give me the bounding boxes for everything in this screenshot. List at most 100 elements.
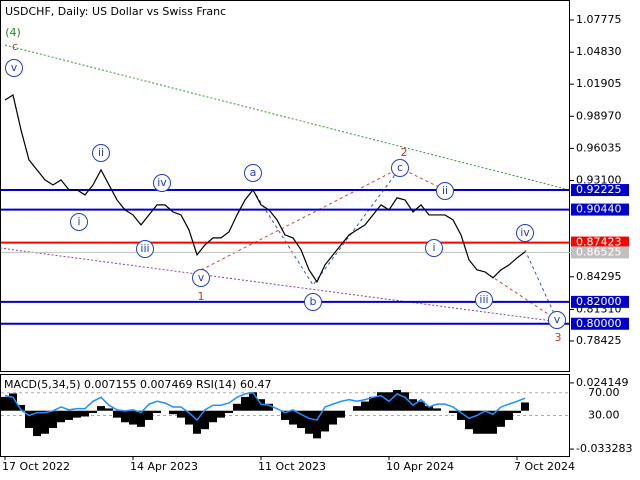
macd-bar (129, 410, 137, 425)
macd-bar (329, 410, 337, 425)
macd-bar (433, 408, 441, 411)
macd-bar (425, 406, 433, 411)
level-label-bg (571, 246, 629, 259)
x-tick-label: 14 Apr 2023 (130, 460, 198, 473)
y-tick-label: 1.07775 (576, 13, 622, 26)
wave-circle (304, 293, 322, 311)
indicator-panel-frame (0, 374, 570, 457)
macd-bar (401, 392, 409, 411)
macd-bar (377, 392, 385, 411)
y-tick-label: 0.024149 (576, 376, 629, 389)
macd-bar (481, 410, 489, 434)
wave-circle (192, 269, 210, 287)
macd-bar (113, 410, 121, 418)
macd-bar (265, 403, 273, 411)
wave-circle (70, 213, 88, 231)
y-tick-label: 0.96035 (576, 141, 622, 154)
macd-bar (153, 410, 161, 414)
macd-bar (281, 410, 289, 420)
trend-line (0, 247, 561, 323)
macd-bar (217, 410, 225, 418)
macd-bar (97, 406, 105, 411)
wave-line (524, 249, 558, 321)
level-label-bg (571, 295, 629, 308)
macd-bar (193, 410, 201, 434)
wave-circle (136, 240, 154, 258)
macd-bar (25, 410, 33, 429)
wave-line (484, 271, 558, 321)
level-label: 0.90440 (576, 203, 622, 216)
wave-label: c (12, 40, 18, 53)
y-tick-label: 0.93100 (576, 173, 622, 186)
macd-bar (497, 410, 505, 427)
macd-bar (505, 410, 513, 420)
level-label-bg (571, 236, 629, 249)
macd-bar (297, 410, 305, 429)
wave-label: 1 (198, 290, 205, 303)
wave-label: i (77, 215, 80, 228)
wave-label: ii (98, 146, 104, 159)
macd-bar (1, 396, 9, 411)
level-label-bg (571, 184, 629, 197)
macd-bar (225, 410, 233, 414)
wave-circle (153, 174, 171, 192)
wave-label: i (432, 241, 435, 254)
wave-label: iii (479, 293, 488, 306)
y-tick-label: -0.033283 (576, 442, 632, 455)
wave-label: v (198, 271, 205, 284)
macd-bar (313, 410, 321, 439)
level-label: 0.80000 (576, 317, 622, 330)
rsi-line (4, 391, 526, 422)
macd-bar (305, 410, 313, 434)
wave-label: ii (442, 184, 448, 197)
macd-bar (417, 401, 425, 411)
wave-circle (244, 164, 262, 182)
macd-bar (393, 389, 401, 411)
wave-label: 3 (555, 331, 562, 344)
macd-bar (249, 392, 257, 411)
price-panel-frame (0, 0, 570, 372)
macd-bar (521, 402, 529, 411)
macd-bar (105, 408, 113, 411)
wave-label: iii (140, 242, 149, 255)
macd-bar (353, 406, 361, 411)
wave-circle (436, 182, 454, 200)
indicator-title: MACD(5,34,5) 0.007155 0.007469 RSI(14) 6… (4, 378, 271, 391)
x-tick-label: 7 Oct 2024 (514, 460, 575, 473)
macd-bar (361, 401, 369, 411)
wave-circle (391, 159, 409, 177)
wave-label: b (310, 295, 317, 308)
wave-circle (475, 291, 493, 309)
macd-bar (65, 410, 73, 420)
wave-label: c (397, 161, 403, 174)
x-tick-label: 11 Oct 2023 (258, 460, 326, 473)
macd-bar (41, 410, 49, 434)
macd-bar (121, 410, 129, 423)
y-tick-label: 0.98970 (576, 109, 622, 122)
wave-circle (5, 59, 23, 77)
macd-bar (49, 410, 57, 429)
macd-bar (473, 410, 481, 434)
level-label: 0.92225 (576, 183, 622, 196)
macd-bar (449, 410, 457, 414)
macd-bar (289, 410, 297, 425)
wave-circle (425, 239, 443, 257)
macd-bar (89, 410, 97, 414)
wave-label: 2 (401, 146, 408, 159)
macd-bar (241, 396, 249, 411)
y-tick-label: 0.84295 (576, 270, 622, 283)
wave-circle (516, 224, 534, 242)
macd-bar (137, 410, 145, 427)
y2-tick-label: 30.00 (588, 409, 620, 422)
level-label: 0.87423 (576, 236, 622, 249)
macd-bar (369, 396, 377, 411)
macd-bar (457, 410, 465, 420)
chart-title: USDCHF, Daily: US Dollar vs Swiss Franc (5, 5, 226, 18)
wave-circle (92, 144, 110, 162)
y-tick-label: 0.78425 (576, 334, 622, 347)
macd-bar (201, 410, 209, 430)
wave-label: (4) (5, 26, 21, 39)
wave-label: iv (520, 226, 530, 239)
